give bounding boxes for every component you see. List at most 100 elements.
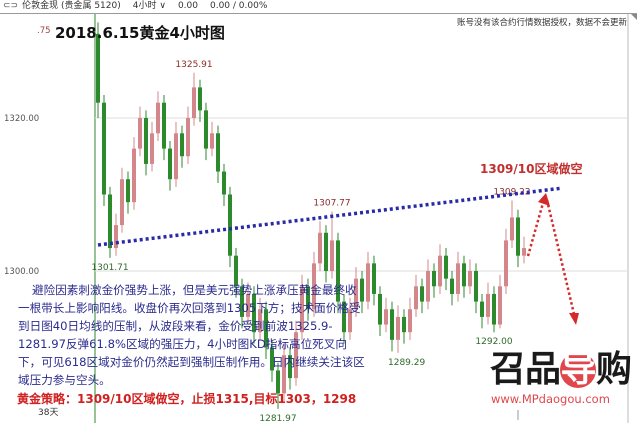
corner-marker-icon	[631, 14, 637, 20]
candle-up	[468, 271, 472, 287]
logo: 召品导购	[490, 349, 632, 390]
candle-up	[366, 263, 370, 302]
candle-down	[450, 278, 454, 294]
up-arrow-line	[526, 202, 545, 257]
candle-up	[396, 316, 400, 340]
candle-down	[324, 232, 328, 271]
logo-site: www.MPdaogou.com	[491, 392, 610, 406]
candle-up	[312, 263, 316, 310]
candle-up	[438, 255, 442, 287]
candle-down	[240, 286, 244, 317]
candle-up	[150, 133, 154, 164]
candle-down	[306, 286, 310, 310]
price-extreme-label: 1307.77	[313, 199, 350, 209]
candle-up	[210, 133, 214, 149]
candle-down	[234, 255, 238, 287]
chart-toolbar: ⊂⊃ 伦敦金现 (贵金属 5120) 4小时 ∨ 0.00 0.00 / 0.00%	[0, 0, 637, 14]
candle-down	[228, 194, 232, 256]
analysis-paragraph: 避险因素刺激金价强势上涨，但是美元强势上涨承压黄金最终收一根带长上影响阳线。收盘…	[18, 283, 365, 387]
short-zone-annotation: 1309/10区域做空	[480, 162, 583, 176]
candle-down	[390, 309, 394, 340]
candle-down	[126, 179, 130, 203]
strategy-text: 黄金策略：1309/10区域做空，止损1315,目标1303，1298	[17, 392, 357, 406]
candle-up	[426, 271, 430, 302]
candle-down	[222, 171, 226, 195]
candle-up	[174, 133, 178, 180]
candle-up	[498, 286, 502, 325]
period-dropdown[interactable]: 4小时 ∨	[132, 1, 166, 11]
candle-down	[288, 355, 292, 379]
candle-up	[294, 332, 298, 379]
price-extreme-label: 1309.22	[493, 187, 530, 197]
up-arrowhead-icon	[538, 193, 550, 206]
candle-down	[270, 347, 274, 371]
y-tick-label-partial: .75	[37, 26, 51, 36]
candle-up	[258, 309, 262, 333]
candle-down	[102, 102, 106, 195]
candle-down	[252, 293, 256, 333]
page-title: 2018.6.15黄金4小时图	[55, 24, 225, 42]
candle-down	[336, 240, 340, 302]
candle-down	[516, 217, 520, 256]
candle-up	[114, 225, 118, 249]
candle-down	[342, 301, 346, 333]
candle-up	[156, 102, 160, 134]
candle-down	[474, 271, 478, 302]
link-icon[interactable]: ⊂⊃	[3, 1, 19, 11]
candle-up	[414, 286, 418, 310]
down-arrowhead-icon	[569, 313, 579, 325]
candle-down	[204, 110, 208, 149]
candle-down	[180, 133, 184, 157]
candle-up	[330, 240, 334, 271]
candle-down	[168, 148, 172, 180]
candle-up	[138, 118, 142, 149]
candle-down	[444, 255, 448, 279]
candle-up	[120, 179, 124, 226]
price-extreme-label: 1292.00	[475, 337, 512, 347]
candle-up	[384, 309, 388, 325]
price-extreme-label: 1301.71	[91, 263, 128, 273]
candle-up	[522, 248, 526, 256]
candle-up	[246, 293, 250, 317]
candle-down	[216, 133, 220, 172]
y-tick-label: 1300.00	[4, 267, 39, 277]
candle-up	[348, 309, 352, 333]
candle-down	[162, 102, 166, 149]
candle-up	[192, 87, 196, 118]
candle-up	[504, 240, 508, 287]
candle-down	[372, 263, 376, 294]
candle-down	[432, 271, 436, 287]
candle-down	[264, 309, 268, 348]
y-tick-label: 1320.00	[4, 114, 39, 124]
candle-up	[300, 286, 304, 333]
resistance-trendline	[97, 186, 561, 247]
candle-down	[378, 293, 382, 325]
price-extreme-label: 1289.29	[388, 358, 425, 368]
candle-up	[354, 278, 358, 310]
candle-down	[420, 286, 424, 302]
candle-down	[480, 301, 484, 317]
candle-up	[510, 217, 514, 241]
change-value: 0.00 / 0.00%	[209, 1, 268, 11]
candle-up	[132, 148, 136, 203]
candle-up	[318, 232, 322, 264]
candle-up	[408, 309, 412, 333]
candle-down	[462, 263, 466, 287]
candle-down	[198, 87, 202, 111]
candle-down	[276, 370, 280, 394]
price-value: 0.00	[177, 1, 198, 11]
x-axis-days-label: 38天	[38, 408, 59, 418]
candle-down	[144, 118, 148, 164]
price-extreme-label: 1281.97	[259, 414, 296, 423]
candle-down	[492, 293, 496, 325]
candle-down	[360, 278, 364, 302]
candle-down	[402, 316, 406, 333]
data-notice: 账号没有该合约行情数据授权，数据不会更新	[456, 18, 627, 28]
candle-up	[486, 293, 490, 317]
symbol-label[interactable]: 伦敦金现 (贵金属 5120)	[22, 1, 121, 11]
candle-up	[186, 118, 190, 157]
candle-up	[282, 355, 286, 394]
candle-down	[108, 194, 112, 249]
down-arrow-line	[545, 199, 576, 315]
